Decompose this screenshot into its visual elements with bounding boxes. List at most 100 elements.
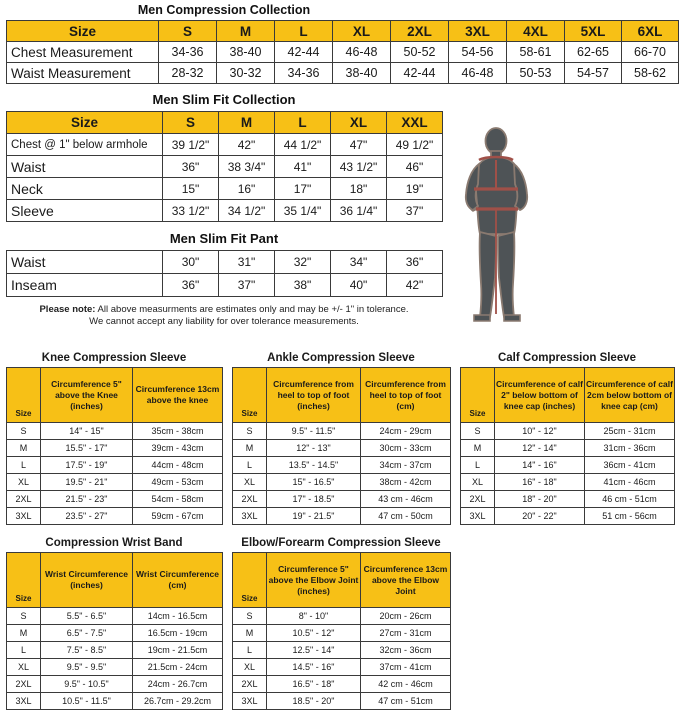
size-cell: XL — [460, 473, 495, 491]
upper-charts-section: Men Compression Collection Size S M L XL… — [6, 0, 679, 328]
cm-cell: 32cm - 36cm — [360, 641, 451, 659]
table-row: L 12.5" - 14" 32cm - 36cm — [232, 641, 451, 659]
cm-cell: 41cm - 46cm — [584, 473, 675, 491]
size-cell: S — [6, 607, 41, 625]
table-header-row: Size S M L XL XXL — [6, 111, 443, 134]
tolerance-note: Please note: All above measurments are e… — [6, 297, 442, 328]
row-label: Waist — [6, 250, 163, 274]
figure-left-foot — [473, 314, 491, 322]
column-header-m: M — [216, 20, 275, 42]
cell: 30" — [162, 250, 219, 274]
inches-cell: 6.5" - 7.5" — [40, 624, 133, 642]
cell: 46" — [386, 155, 443, 178]
table-row: L 13.5" - 14.5" 34cm - 37cm — [232, 456, 451, 474]
table-row: L 14" - 16" 36cm - 41cm — [460, 456, 675, 474]
cell: 30-32 — [216, 62, 275, 84]
inches-cell: 10" - 12" — [494, 422, 585, 440]
column-header-4xl: 4XL — [506, 20, 565, 42]
cm-cell: 42 cm - 46cm — [360, 675, 451, 693]
table-row: M 10.5" - 12" 27cm - 31cm — [232, 624, 451, 642]
ankle-compression-block: Ankle Compression Sleeve Size Circumfere… — [232, 352, 451, 525]
table-header-row: Size S M L XL 2XL 3XL 4XL 5XL 6XL — [6, 20, 679, 42]
knee-compression-block: Knee Compression Sleeve Size Circumferen… — [6, 352, 223, 525]
cell: 40" — [330, 273, 387, 297]
cell: 46-48 — [448, 62, 507, 84]
cell: 38" — [274, 273, 331, 297]
column-header-size: Size — [6, 20, 159, 42]
column-header-inches: Circumference of calf 2" below bottom of… — [494, 367, 585, 423]
cm-cell: 14cm - 16.5cm — [132, 607, 223, 625]
slim-fit-collection-table: Size S M L XL XXL Chest @ 1" below armho… — [6, 111, 443, 222]
column-header-l: L — [274, 20, 333, 42]
cell: 36 1/4" — [330, 199, 387, 222]
cm-cell: 31cm - 36cm — [584, 439, 675, 457]
cm-cell: 16.5cm - 19cm — [132, 624, 223, 642]
ankle-compression-table: Size Circumference from heel to top of f… — [232, 367, 451, 525]
inches-cell: 15.5" - 17" — [40, 439, 133, 457]
inches-cell: 14" - 15" — [40, 422, 133, 440]
ankle-table-title: Ankle Compression Sleeve — [267, 352, 415, 364]
table-row: 3XL 10.5" - 11.5" 26.7cm - 29.2cm — [6, 692, 223, 710]
cell: 34-36 — [158, 41, 217, 63]
cm-cell: 30cm - 33cm — [360, 439, 451, 457]
size-cell: M — [460, 439, 495, 457]
inches-cell: 9.5" - 11.5" — [266, 422, 361, 440]
row-label: Neck — [6, 177, 163, 200]
cell: 54-57 — [564, 62, 622, 84]
cm-cell: 27cm - 31cm — [360, 624, 451, 642]
cm-cell: 51 cm - 56cm — [584, 507, 675, 525]
cell: 43 1/2" — [330, 155, 387, 178]
note-line-1: Please note: All above measurments are e… — [6, 304, 442, 316]
column-header-xl: XL — [330, 111, 387, 134]
column-header-inches: Circumference 5" above the Elbow Joint (… — [266, 552, 361, 608]
table-row: Waist 30" 31" 32" 34" 36" — [6, 250, 443, 274]
table-row: 2XL 17" - 18.5" 43 cm - 46cm — [232, 490, 451, 508]
column-header-cm: Wrist Circumference (cm) — [132, 552, 223, 608]
cell: 28-32 — [158, 62, 217, 84]
table-row: S 14" - 15" 35cm - 38cm — [6, 422, 223, 440]
slim-fit-pant-table: Waist 30" 31" 32" 34" 36" Inseam 36" 37"… — [6, 250, 443, 297]
cell: 35 1/4" — [274, 199, 331, 222]
column-header-size: Size — [6, 552, 41, 608]
table-header-row: Size Circumference 5" above the Knee (in… — [6, 367, 223, 423]
table-row: 2XL 18" - 20" 46 cm - 51cm — [460, 490, 675, 508]
column-header-inches: Circumference from heel to top of foot (… — [266, 367, 361, 423]
column-header-s: S — [162, 111, 219, 134]
calf-compression-block: Calf Compression Sleeve Size Circumferen… — [460, 352, 675, 525]
table-row: 3XL 20" - 22" 51 cm - 56cm — [460, 507, 675, 525]
cm-cell: 35cm - 38cm — [132, 422, 223, 440]
size-cell: S — [460, 422, 495, 440]
size-cell: L — [6, 641, 41, 659]
column-header-inches: Wrist Circumference (inches) — [40, 552, 133, 608]
cell: 38-40 — [216, 41, 275, 63]
inches-cell: 14" - 16" — [494, 456, 585, 474]
inches-cell: 19.5" - 21" — [40, 473, 133, 491]
elbow-forearm-block: Elbow/Forearm Compression Sleeve Size Ci… — [232, 537, 451, 710]
cm-cell: 59cm - 67cm — [132, 507, 223, 525]
table-row: M 6.5" - 7.5" 16.5cm - 19cm — [6, 624, 223, 642]
table-row: Neck 15" 16" 17" 18" 19" — [6, 177, 443, 200]
table-row: S 5.5" - 6.5" 14cm - 16.5cm — [6, 607, 223, 625]
table-row: 3XL 23.5" - 27" 59cm - 67cm — [6, 507, 223, 525]
figure-left-leg — [478, 230, 497, 318]
cm-cell: 20cm - 26cm — [360, 607, 451, 625]
cell: 36" — [162, 155, 219, 178]
slim-fit-pant-title: Men Slim Fit Pant — [169, 231, 279, 246]
column-header-m: M — [218, 111, 275, 134]
table-row: XL 19.5" - 21" 49cm - 53cm — [6, 473, 223, 491]
elbow-table-title: Elbow/Forearm Compression Sleeve — [241, 537, 441, 549]
size-cell: 3XL — [460, 507, 495, 525]
column-header-cm: Circumference 13cm above the Elbow Joint — [360, 552, 451, 608]
inches-cell: 15" - 16.5" — [266, 473, 361, 491]
inches-cell: 17.5" - 19" — [40, 456, 133, 474]
size-cell: 2XL — [6, 490, 41, 508]
cell: 37" — [386, 199, 443, 222]
size-cell: M — [6, 439, 41, 457]
table-header-row: Size Wrist Circumference (inches) Wrist … — [6, 552, 223, 608]
column-header-2xl: 2XL — [390, 20, 449, 42]
inches-cell: 20" - 22" — [494, 507, 585, 525]
inches-cell: 16" - 18" — [494, 473, 585, 491]
neck-measure-line — [478, 155, 514, 162]
table-row: Waist 36" 38 3/4" 41" 43 1/2" 46" — [6, 155, 443, 178]
cell: 19" — [386, 177, 443, 200]
